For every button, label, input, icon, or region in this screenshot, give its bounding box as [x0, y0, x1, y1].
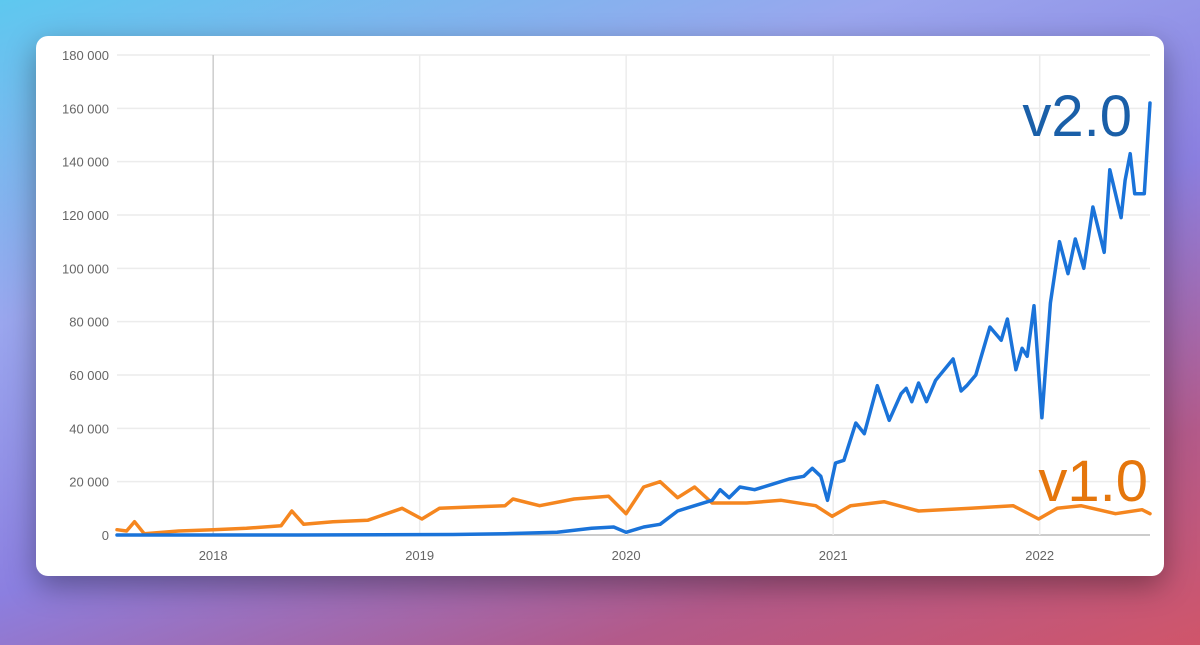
y-tick-label: 0 [102, 528, 109, 543]
series-line-v1-0 [115, 479, 1152, 536]
y-tick-label: 120 000 [62, 208, 109, 223]
x-tick-label: 2020 [612, 548, 641, 563]
line-chart: 0 20 000 40 000 60 000 80 000 100 000 120 000 1… [62, 48, 1152, 563]
chart-card: 0 20 000 40 000 60 000 80 000 100 000 120 000 1… [36, 36, 1164, 576]
y-tick-label: 60 000 [69, 368, 109, 383]
y-tick-label: 80 000 [69, 315, 109, 330]
series-label-v2: v2.0 [1022, 84, 1132, 149]
series-line-v2-0 [115, 101, 1152, 537]
y-tick-label: 40 000 [69, 421, 109, 436]
y-tick-label: 180 000 [62, 48, 109, 63]
y-tick-label: 160 000 [62, 101, 109, 116]
y-tick-label: 100 000 [62, 261, 109, 276]
x-tick-label: 2021 [819, 548, 848, 563]
y-tick-label: 20 000 [69, 475, 109, 490]
x-tick-label: 2022 [1025, 548, 1054, 563]
series-label-v1: v1.0 [1038, 449, 1148, 514]
x-tick-label: 2018 [199, 548, 228, 563]
x-tick-label: 2019 [405, 548, 434, 563]
y-tick-label: 140 000 [62, 155, 109, 170]
